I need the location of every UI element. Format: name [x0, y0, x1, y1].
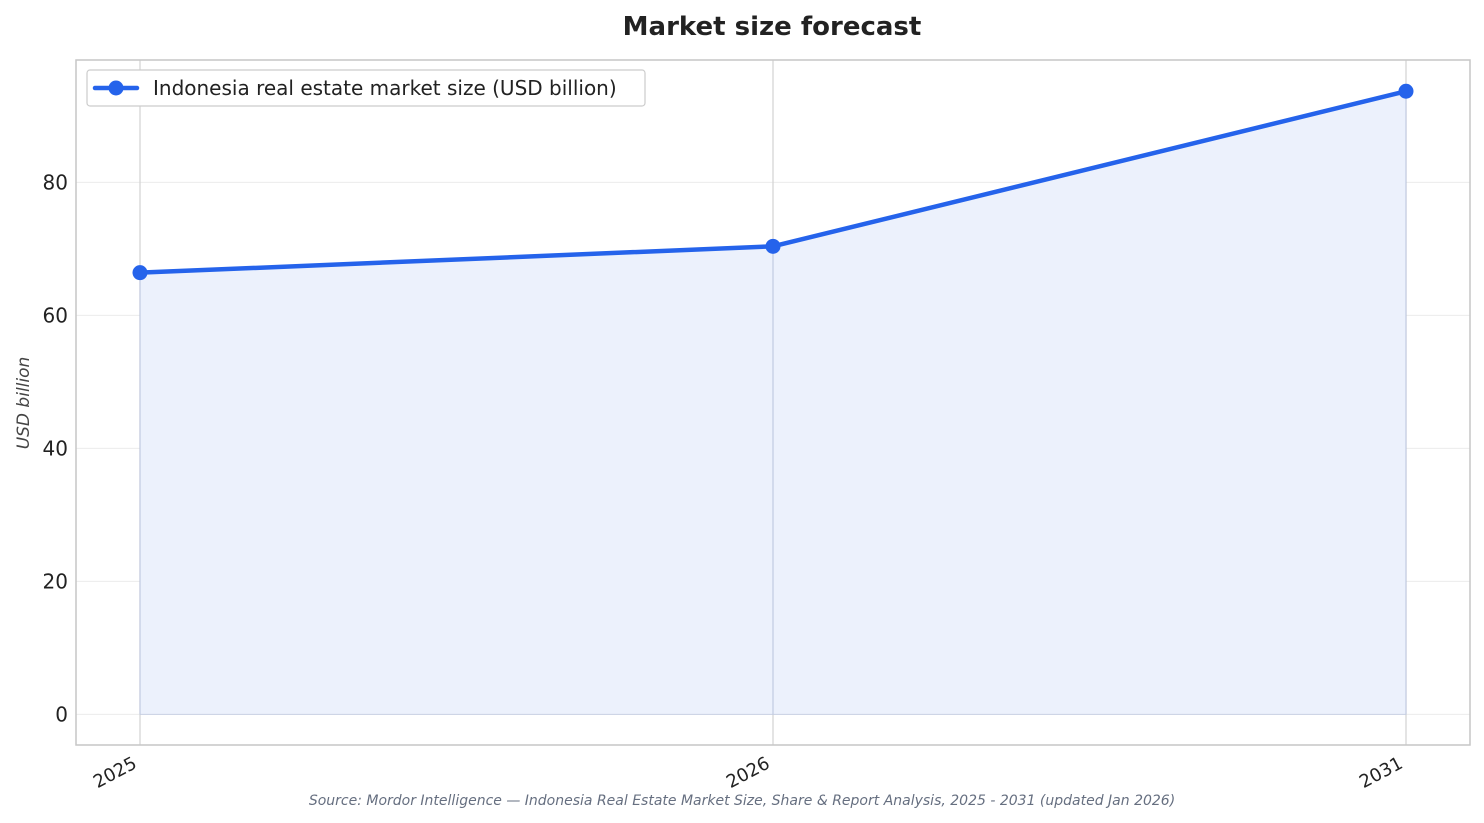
- chart-title: Market size forecast: [623, 12, 922, 42]
- legend: Indonesia real estate market size (USD b…: [86, 69, 646, 107]
- y-tick-label: 60: [43, 303, 68, 327]
- legend-marker: [108, 80, 124, 96]
- area-fill: [139, 91, 1407, 715]
- legend-label: Indonesia real estate market size (USD b…: [153, 76, 617, 100]
- x-tick-label: 2025: [90, 753, 140, 793]
- legend-box: [86, 69, 646, 107]
- plot-frame: [75, 59, 1471, 746]
- data-points: [132, 83, 1414, 281]
- y-tick-label: 0: [55, 702, 68, 726]
- data-point-2026: [765, 238, 781, 254]
- y-axis-label: USD billion: [14, 357, 34, 450]
- y-axis-ticks: 0 20 40 60 80: [43, 170, 68, 726]
- data-point-2025: [132, 265, 148, 281]
- x-axis-ticks: 2025 2026 2031: [90, 753, 1406, 793]
- y-tick-label: 40: [43, 436, 68, 460]
- source-note: Source: Mordor Intelligence — Indonesia …: [309, 793, 1175, 809]
- x-tick-label: 2031: [1356, 753, 1406, 793]
- x-tick-label: 2026: [723, 753, 773, 793]
- y-tick-label: 20: [43, 569, 68, 593]
- y-tick-label: 80: [43, 170, 68, 194]
- data-point-2031: [1398, 83, 1414, 99]
